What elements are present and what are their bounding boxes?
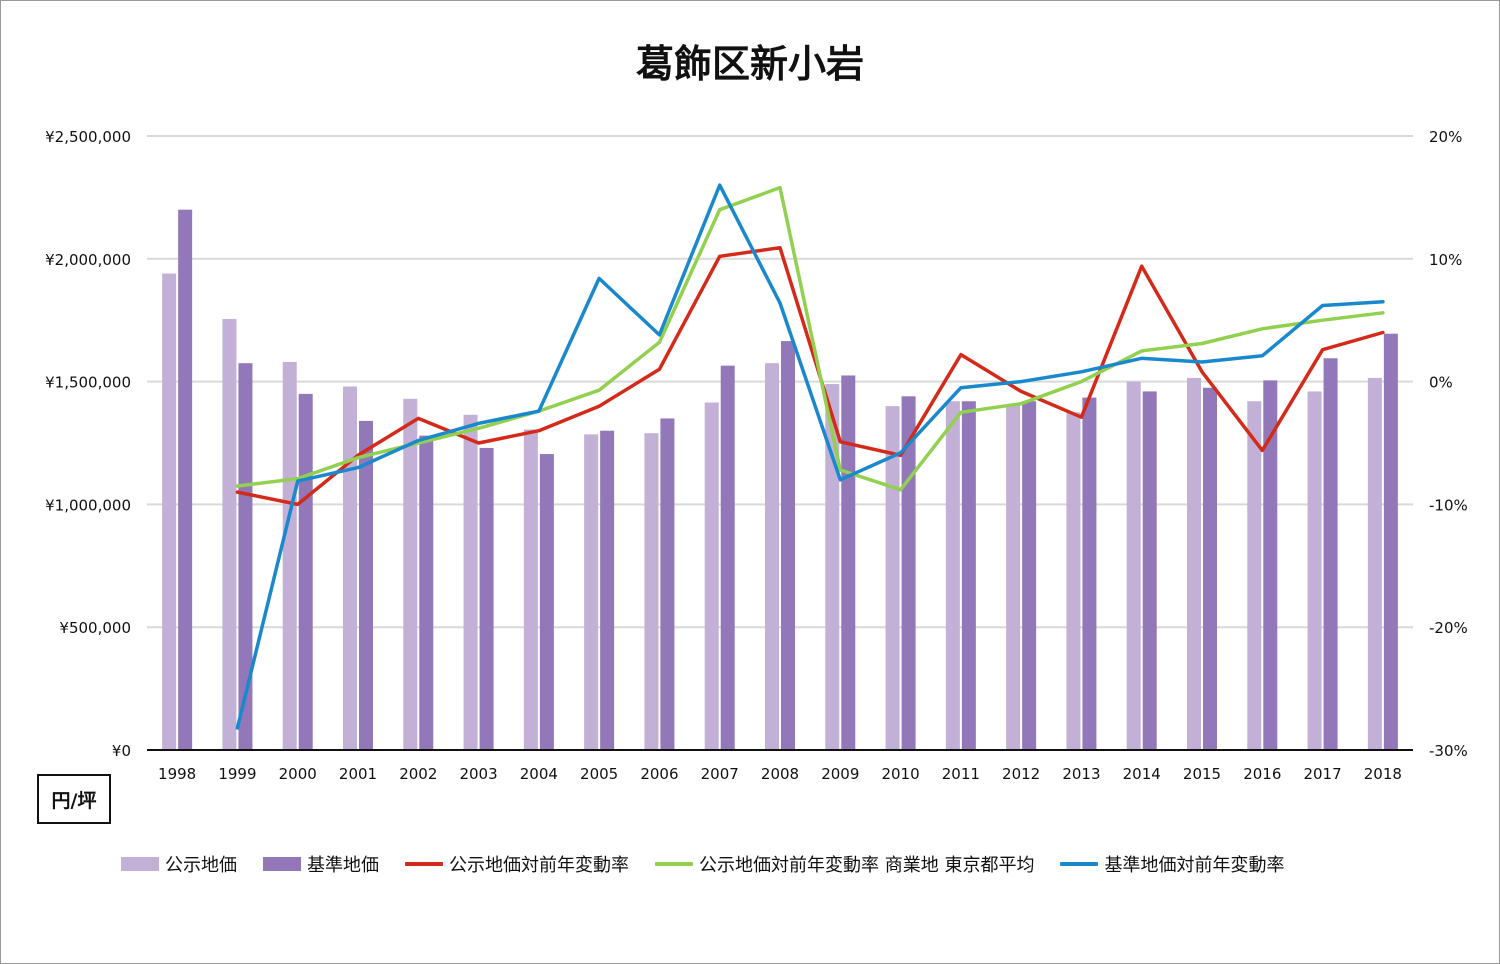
bar [238, 363, 253, 750]
bar [463, 414, 478, 750]
legend-label: 基準地価 [307, 855, 379, 876]
bar [359, 420, 373, 750]
bar [539, 454, 554, 750]
x-tick-label: 2018 [1364, 765, 1402, 783]
legend-item: 基準地価 [263, 851, 379, 877]
x-tick-label: 2016 [1243, 765, 1281, 783]
y-left-tick-label: ¥1,000,000 [45, 496, 131, 514]
chart-legend: 公示地価 基準地価 公示地価対前年変動率 公示地価対前年変動率 商業地 東京都平均 基準… [121, 849, 1310, 879]
bar [178, 209, 193, 750]
bar [584, 434, 599, 750]
chart-title: 葛飾区新小岩 [635, 42, 864, 86]
legend-label: 公示地価対前年変動率 商業地 東京都平均 [699, 855, 1035, 876]
legend-line-swatch [655, 862, 693, 866]
bar [403, 398, 418, 750]
x-tick-label: 2000 [279, 765, 317, 783]
legend-label: 基準地価対前年変動率 [1104, 855, 1285, 876]
y-left-tick-label: ¥500,000 [59, 619, 131, 637]
series-line [235, 183, 1385, 730]
bar [1263, 380, 1278, 750]
legend-item: 基準地価対前年変動率 [1060, 851, 1284, 877]
bar [704, 402, 719, 750]
y-right-tick-label: 10% [1429, 251, 1462, 269]
x-tick-label: 2017 [1303, 765, 1341, 783]
bar [419, 435, 434, 750]
legend-item: 公示地価対前年変動率 商業地 東京都平均 [655, 851, 1034, 877]
x-tick-label: 2003 [459, 765, 497, 783]
legend-item: 公示地価 [121, 851, 237, 877]
x-tick-label: 2008 [761, 765, 799, 783]
bar [282, 361, 297, 750]
bar [1323, 358, 1338, 750]
bar [1247, 401, 1262, 750]
bar [479, 447, 494, 750]
y-left-tick-label: ¥2,000,000 [45, 251, 131, 269]
bar [523, 429, 538, 750]
bar [660, 418, 675, 750]
y-right-tick-label: -10% [1429, 496, 1468, 514]
bar [1203, 387, 1217, 750]
bar [781, 341, 795, 750]
bar [1367, 377, 1382, 750]
bar [1066, 412, 1081, 750]
x-tick-label: 2009 [821, 765, 859, 783]
y-left-tick-label: ¥2,500,000 [45, 128, 131, 146]
bar [343, 386, 357, 750]
x-tick-label: 2014 [1123, 765, 1161, 783]
y-right-tick-label: 20% [1429, 128, 1462, 146]
bar [1142, 391, 1157, 750]
bar [162, 273, 177, 750]
x-tick-label: 2012 [1002, 765, 1040, 783]
bar [1022, 401, 1037, 750]
x-tick-label: 2013 [1062, 765, 1100, 783]
bar [1006, 404, 1021, 750]
bar [298, 393, 313, 750]
series-line [235, 245, 1385, 507]
x-tick-label: 2004 [520, 765, 558, 783]
legend-label: 公示地価 [165, 855, 237, 876]
bar [720, 365, 735, 750]
bar [1082, 397, 1097, 750]
x-tick-label: 2011 [942, 765, 980, 783]
bar [222, 318, 237, 750]
bar [945, 401, 960, 750]
y-right-tick-label: -30% [1429, 742, 1468, 760]
legend-label: 公示地価対前年変動率 [449, 855, 629, 876]
bar [885, 406, 900, 750]
legend-line-swatch [405, 862, 443, 866]
x-tick-label: 2006 [640, 765, 678, 783]
x-tick-label: 2005 [580, 765, 618, 783]
bar [644, 433, 659, 750]
x-tick-label: 2002 [399, 765, 437, 783]
x-tick-label: 1999 [218, 765, 256, 783]
x-tick-label: 2007 [701, 765, 739, 783]
bar [1126, 381, 1141, 750]
x-tick-label: 1998 [158, 765, 196, 783]
x-tick-label: 2001 [339, 765, 377, 783]
bar [765, 363, 779, 750]
bar [1307, 391, 1322, 750]
y-left-tick-label: ¥1,500,000 [45, 374, 131, 392]
y-right-tick-label: 0% [1429, 374, 1453, 392]
bar [600, 430, 615, 750]
series-line [235, 185, 1385, 492]
bar [1187, 377, 1201, 750]
bar [961, 401, 976, 750]
x-tick-label: 2015 [1183, 765, 1221, 783]
bar [825, 384, 840, 750]
legend-line-swatch [1060, 862, 1099, 866]
legend-bar-swatch [121, 857, 159, 871]
legend-bar-swatch [263, 857, 301, 871]
y-right-tick-label: -20% [1429, 619, 1468, 637]
bar [1383, 333, 1398, 750]
bar [841, 375, 856, 750]
unit-label: 円/坪 [37, 774, 111, 824]
x-tick-label: 2010 [881, 765, 919, 783]
legend-item: 公示地価対前年変動率 [405, 851, 629, 877]
y-left-tick-label: ¥0 [112, 742, 131, 760]
